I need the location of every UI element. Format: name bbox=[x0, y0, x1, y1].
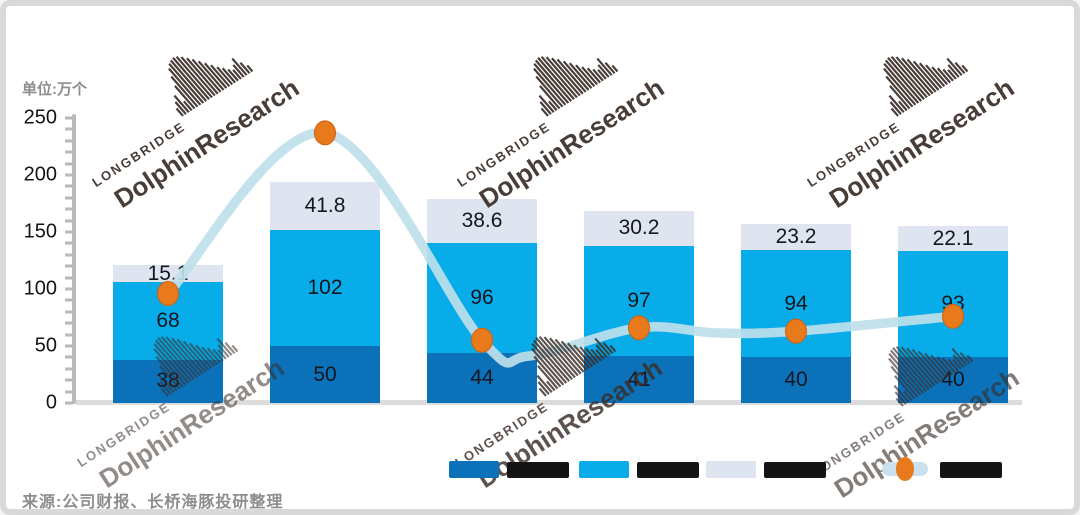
bar-segment-bottom-segment bbox=[270, 346, 380, 403]
bar-value-label: 41 bbox=[627, 367, 651, 391]
y-axis-line bbox=[72, 114, 76, 404]
bar-segment-top-segment bbox=[741, 223, 851, 251]
bar-segment-top-segment bbox=[427, 199, 537, 244]
bar-segment-middle-segment bbox=[270, 229, 380, 346]
trend-point bbox=[471, 327, 493, 353]
bar-value-label: 96 bbox=[470, 286, 494, 310]
bar-value-label: 38.6 bbox=[461, 209, 503, 233]
bar-segment-top-segment bbox=[898, 226, 1008, 252]
trend-point bbox=[942, 303, 964, 329]
trend-point bbox=[785, 318, 807, 344]
bar-segment-top-segment bbox=[584, 211, 694, 246]
bar-segment-top-segment bbox=[270, 182, 380, 230]
bar-value-label: 94 bbox=[784, 291, 808, 315]
trend-point bbox=[157, 281, 179, 307]
bar-value-label: 68 bbox=[156, 308, 180, 332]
bar-value-label: 23.2 bbox=[775, 225, 817, 249]
bar-segment-bottom-segment bbox=[584, 356, 694, 403]
bar-value-label: 102 bbox=[307, 275, 343, 299]
trend-point bbox=[628, 315, 650, 341]
trend-point bbox=[314, 120, 336, 146]
bar-value-label: 22.1 bbox=[932, 226, 974, 250]
x-axis-line bbox=[76, 400, 1022, 405]
trend-line bbox=[163, 128, 958, 368]
source-note: 来源:公司财报、长桥海豚投研整理 bbox=[22, 494, 284, 511]
bar-value-label: 97 bbox=[627, 288, 651, 312]
bar-segment-bottom-segment bbox=[741, 357, 851, 403]
trend-overlay bbox=[157, 120, 964, 368]
bar-value-label: 30.2 bbox=[618, 216, 660, 240]
bar-value-label: 40 bbox=[784, 368, 808, 392]
bar-value-label: 50 bbox=[313, 362, 337, 386]
bar-value-label: 44 bbox=[470, 365, 494, 389]
unit-label: 单位:万个 bbox=[22, 81, 87, 98]
bar-value-label: 41.8 bbox=[304, 193, 346, 217]
bar-segment-top-segment bbox=[113, 264, 223, 283]
